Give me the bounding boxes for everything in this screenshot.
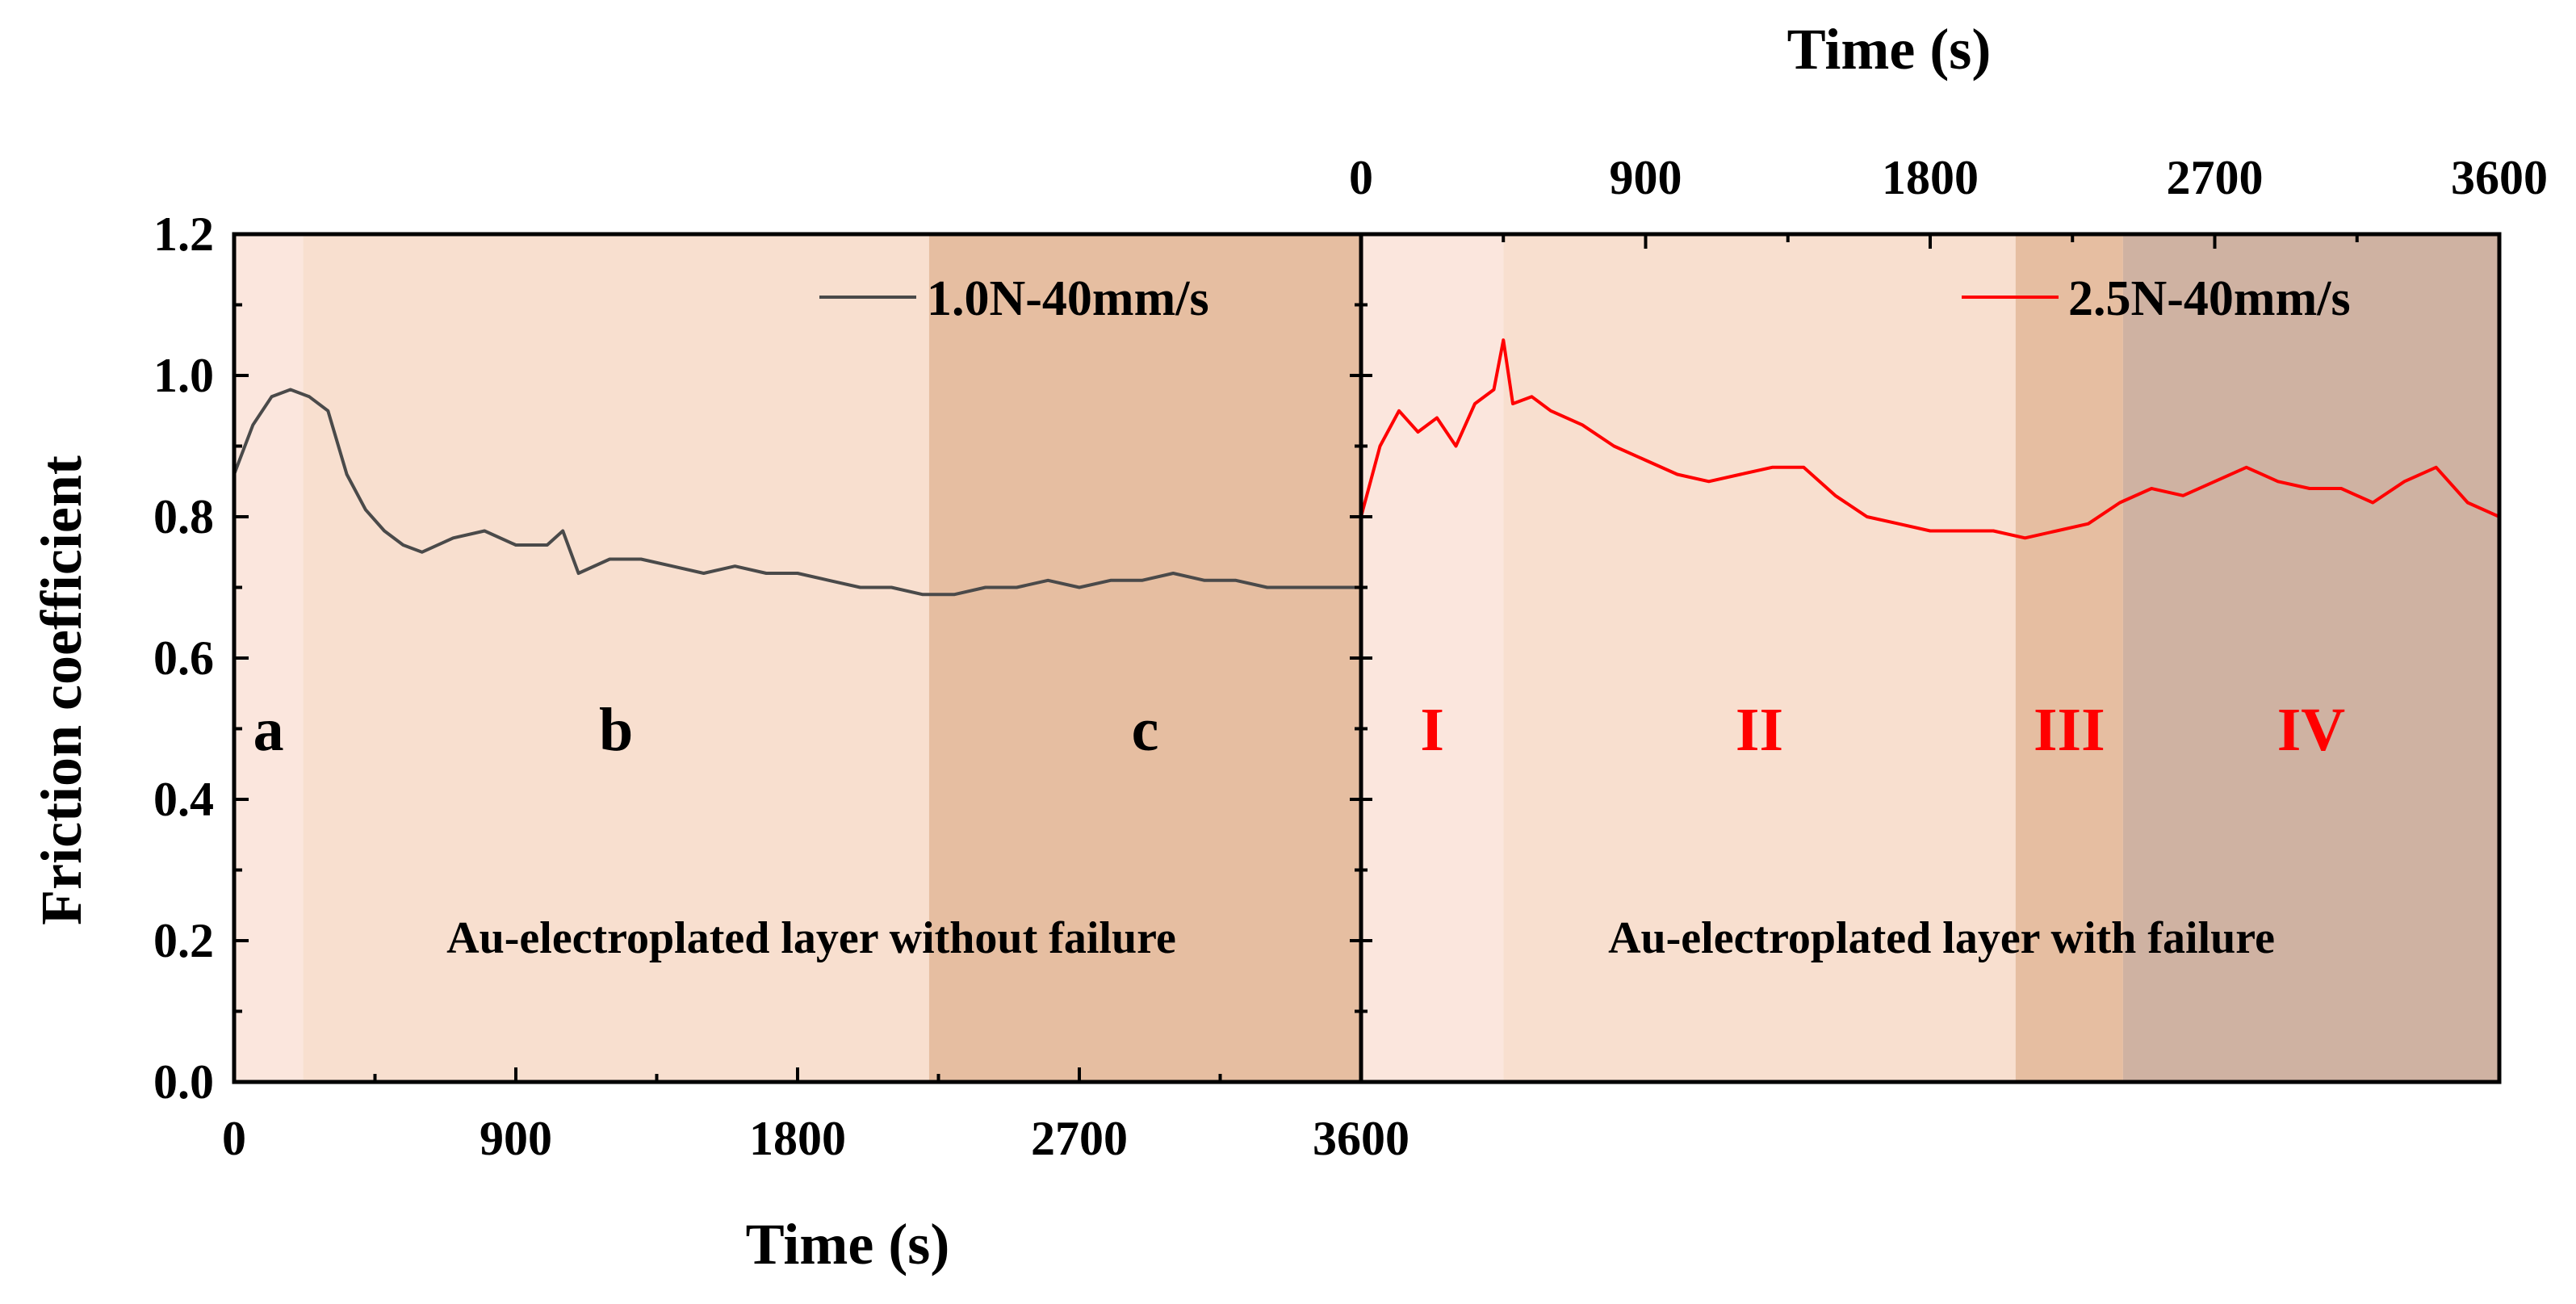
region-label-IV: IV <box>2277 696 2346 764</box>
x-tick-label-top: 900 <box>1610 151 1682 204</box>
region-band-I <box>1361 234 1504 1082</box>
x-tick-label: 3600 <box>1313 1112 1409 1165</box>
region-label-b: b <box>599 696 633 764</box>
y-axis-title: Friction coefficient <box>29 455 94 925</box>
x-tick-label-top: 3600 <box>2451 151 2548 204</box>
x-tick-label: 2700 <box>1031 1112 1128 1165</box>
y-tick-label: 0.2 <box>153 914 214 967</box>
x-axis-title-bottom: Time (s) <box>746 1212 950 1277</box>
axis-ticks <box>232 233 2501 1084</box>
legend-left-label: 1.0N-40mm/s <box>927 271 1209 326</box>
region-band-II <box>1503 234 2016 1082</box>
region-band-c <box>928 234 1361 1082</box>
region-label-a: a <box>253 696 284 764</box>
region-band-IV <box>2122 234 2499 1082</box>
x-axis-title-top: Time (s) <box>1787 17 1992 82</box>
annotation-right: Au-electroplated layer with failure <box>1608 913 2275 963</box>
y-tick-label: 0.6 <box>153 631 214 685</box>
y-tick-label: 0.8 <box>153 490 214 543</box>
y-tick-label: 1.2 <box>153 208 214 261</box>
annotation-left: Au-electroplated layer without failure <box>446 913 1176 963</box>
x-tick-label-top: 2700 <box>2167 151 2264 204</box>
series-lines <box>232 338 2500 597</box>
y-tick-label: 0.4 <box>153 773 214 826</box>
legend-right-label: 2.5N-40mm/s <box>2068 271 2351 326</box>
y-tick-label: 1.0 <box>153 349 214 402</box>
legend-left: 1.0N-40mm/s <box>819 271 1209 326</box>
x-tick-label: 0 <box>222 1112 246 1165</box>
region-label-c: c <box>1132 696 1159 764</box>
x-tick-label-top: 0 <box>1349 151 1373 204</box>
region-bands: a b c I II III IV <box>234 234 2499 1082</box>
legend-right: 2.5N-40mm/s <box>1962 271 2351 326</box>
region-label-II: II <box>1736 696 1783 764</box>
region-label-III: III <box>2034 696 2105 764</box>
series-line-1.0N-40mm/s <box>232 388 1361 597</box>
region-label-I: I <box>1420 696 1444 764</box>
x-tick-label: 1800 <box>749 1112 846 1165</box>
region-band-III <box>2015 234 2123 1082</box>
x-tick-label-top: 1800 <box>1882 151 1979 204</box>
series-line-2.5N-40mm/s <box>1359 338 2500 540</box>
x-tick-label: 900 <box>480 1112 552 1165</box>
y-tick-label: 0.0 <box>153 1055 214 1109</box>
tick-labels: 0 900 1800 2700 3600 0.0 0.2 0.4 0.6 0.8 1.0 1.2 0 90… <box>153 151 2548 1165</box>
region-band-b <box>303 234 929 1082</box>
